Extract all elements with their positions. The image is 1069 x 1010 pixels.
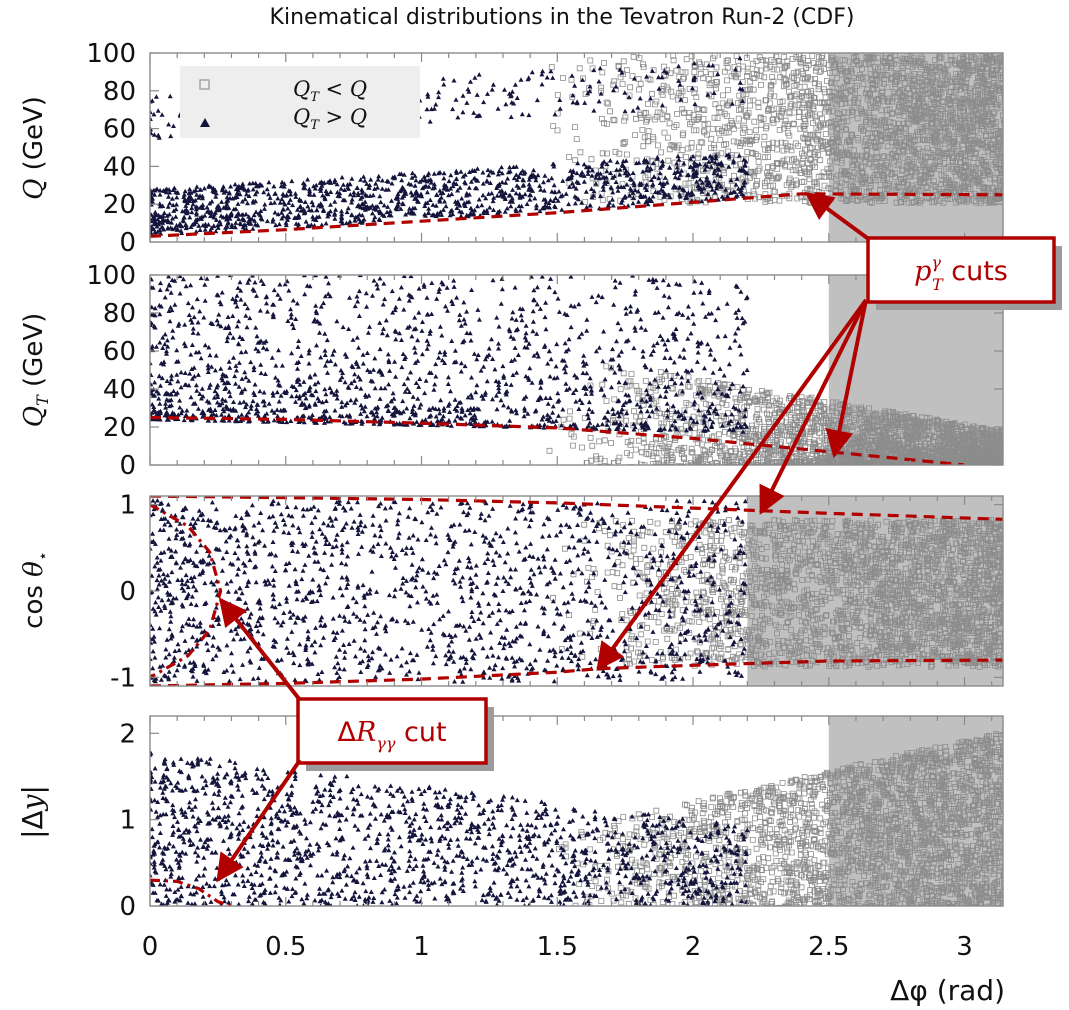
- annotation-pt-cuts: pγ T cuts: [866, 236, 1062, 310]
- legend-square-marker: [199, 79, 210, 90]
- legend: QT < Q QT > Q: [180, 66, 420, 138]
- points-panel-Q: [150, 53, 1003, 242]
- panel-frame-Q: [149, 52, 1004, 243]
- scatter-points: [150, 53, 1003, 906]
- xtick-label: 1.5: [537, 932, 578, 962]
- ytick-label-cos: 1: [119, 491, 136, 521]
- legend-label-high-text: Q: [293, 105, 310, 129]
- panel-frame-dy: [149, 715, 1004, 907]
- chart-title: Kinematical distributions in the Tevatro…: [270, 5, 855, 30]
- ytick-label-QT: 80: [103, 299, 136, 329]
- ylabel-Q: Q (GeV): [19, 96, 49, 200]
- ytick-label-QT: 40: [103, 375, 136, 405]
- annotation-arrow: [596, 298, 868, 671]
- ytick-label-QT: 60: [103, 337, 136, 367]
- xtick-label: 2.5: [808, 932, 849, 962]
- cut-curve-cos: [150, 658, 1003, 686]
- points-panel-dy: [150, 716, 1003, 906]
- ytick-label-QT: 20: [103, 413, 136, 443]
- legend-triangle-marker: [200, 118, 210, 127]
- annotation-arrow: [759, 299, 868, 515]
- ytick-label-QT: 0: [119, 451, 136, 481]
- annotation-arrows: [216, 192, 872, 883]
- legend-label-low-text: Q: [293, 77, 310, 101]
- cut-curve-dy: [150, 878, 232, 906]
- xtick-label: 0.5: [265, 932, 306, 962]
- cut-curve-Q: [150, 192, 1003, 238]
- pt-cuts-label: pγ T cuts: [914, 253, 1008, 294]
- xtick-label: 3: [956, 932, 973, 962]
- ytick-label-Q: 100: [86, 39, 136, 69]
- legend-box: [180, 66, 420, 138]
- lowqt-markers: [546, 363, 1003, 465]
- ytick-label-Q: 20: [103, 190, 136, 220]
- ytick-label-Q: 40: [103, 152, 136, 182]
- annotation-arrow: [804, 192, 872, 242]
- ytick-label-Q: 80: [103, 77, 136, 107]
- ytick-label-cos: 0: [119, 577, 136, 607]
- ytick-label-dy: 1: [119, 806, 136, 836]
- annotation-arrow: [218, 597, 302, 702]
- annotation-arrow: [825, 299, 868, 459]
- pt-cuts-box: [866, 236, 1056, 304]
- highqt-markers: [150, 275, 750, 434]
- xtick-label: 0: [142, 932, 159, 962]
- y-axis-labels: Q (GeV) QT (GeV) cos θ⋆ |Δy|: [16, 96, 52, 839]
- points-panel-cos: [150, 496, 1003, 686]
- panel-frame-QT: [149, 274, 1004, 466]
- annotation-arrow: [216, 758, 302, 883]
- lowqt-markers: [548, 53, 1003, 206]
- highqt-markers: [150, 498, 748, 684]
- xtick-label: 2: [685, 932, 702, 962]
- legend-label-high: QT > Q: [293, 105, 367, 133]
- ytick-label-QT: 100: [86, 261, 136, 291]
- highqt-markers: [150, 55, 750, 236]
- ylabel-dy: |Δy|: [16, 785, 49, 839]
- ytick-label-Q: 60: [103, 115, 136, 145]
- x-axis-label: Δφ (rad): [890, 974, 1005, 1007]
- ylabel-QT: QT (GeV): [19, 313, 52, 427]
- xtick-label: 1: [413, 932, 430, 962]
- cut-curve-QT: [150, 415, 965, 465]
- lowqt-markers: [556, 731, 1003, 906]
- legend-label-low: QT < Q: [293, 77, 367, 105]
- dr-cut-box: [296, 697, 488, 765]
- ylabel-cos: cos θ⋆: [19, 551, 52, 629]
- ytick-label-Q: 0: [119, 228, 136, 258]
- annotation-dr-cut: ΔRγγ cut: [296, 697, 494, 771]
- ytick-label-dy: 0: [119, 892, 136, 922]
- cut-curve-cos: [150, 503, 223, 679]
- ytick-label-cos: -1: [110, 663, 136, 693]
- ytick-label-dy: 2: [119, 719, 136, 749]
- lowqt-markers: [550, 517, 1003, 670]
- highqt-markers: [150, 750, 750, 906]
